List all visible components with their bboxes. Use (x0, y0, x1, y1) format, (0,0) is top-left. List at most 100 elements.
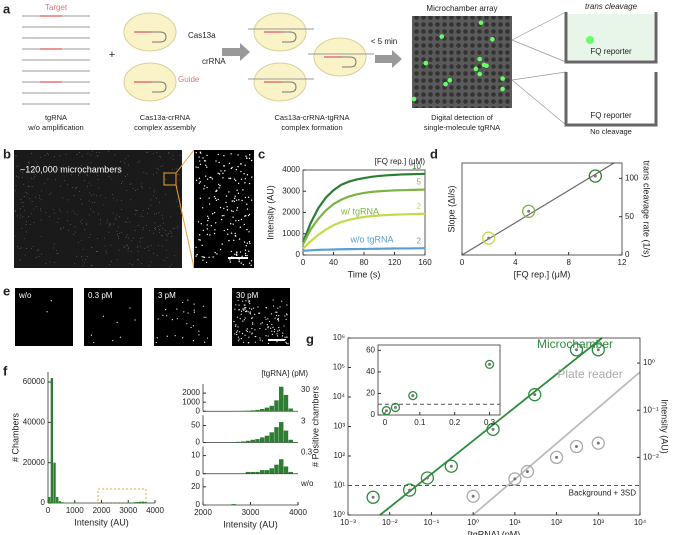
y-tick-label: 0 (196, 500, 201, 509)
chamber-dot (249, 302, 251, 305)
chamber-dot (214, 197, 217, 200)
chamber-dot (277, 318, 279, 320)
chamber-dot (14, 210, 16, 212)
chamber-dot (192, 325, 195, 327)
chamber-dot (156, 212, 157, 214)
chamber-dot (90, 185, 92, 187)
bar (274, 464, 279, 474)
chamber-dot (274, 317, 276, 319)
chamber-dot (126, 244, 127, 246)
crrna (264, 81, 297, 93)
point-center (411, 394, 415, 398)
chamber-dot (240, 163, 242, 165)
connector (511, 71, 567, 81)
chamber-dot (210, 225, 212, 227)
chamber-dot (125, 176, 127, 178)
chamber-dot (206, 166, 208, 168)
chamber-dot (267, 335, 269, 337)
bar (283, 466, 289, 474)
chamber-dot (81, 203, 83, 205)
point-center (408, 488, 412, 492)
x-axis-label: Time (s) (348, 269, 381, 279)
chamber-dot (214, 222, 217, 224)
chamber-dot (243, 241, 246, 243)
chamber-dot (260, 323, 262, 325)
chamber-dot (84, 180, 86, 181)
series-label: 0.3 (301, 448, 313, 457)
chamber-dot (75, 188, 77, 190)
chamber-dot (158, 155, 160, 157)
chamber-dot (35, 197, 37, 198)
chamber-dot (195, 246, 197, 248)
bar (255, 409, 260, 412)
chamber-dot (198, 334, 200, 336)
chamber-dot (31, 201, 33, 202)
chamber-dot (60, 185, 61, 187)
chamber-dot (236, 252, 238, 254)
chamber-dot (156, 197, 157, 199)
chamber-dot (35, 206, 37, 207)
chamber-dot (242, 300, 244, 302)
chamber-dot (223, 207, 225, 210)
chamber-dot (166, 234, 167, 235)
chamber-dot (270, 327, 272, 329)
chamber-dot (228, 177, 230, 180)
chamber-dot (31, 153, 33, 155)
x-tick-label: 0 (46, 506, 51, 515)
chamber-dot (245, 311, 247, 313)
chamber-dot (265, 328, 267, 330)
crrna (324, 56, 357, 68)
chamber-dot (133, 237, 135, 239)
chamber-dot (16, 166, 18, 168)
chamber-dot (246, 330, 248, 333)
chamber-dot (212, 213, 214, 215)
y-axis-label: Intensity (AU) (265, 185, 275, 240)
chamber-dot (234, 232, 236, 235)
x-tick-label: 0.1 (414, 418, 426, 427)
chamber-dot (165, 194, 166, 195)
chamber-dot (22, 205, 24, 207)
chamber-dot (62, 197, 64, 199)
chamber-dot (166, 335, 168, 337)
chamber-dot (235, 324, 237, 326)
chamber-dot (234, 308, 236, 310)
chamber-dot (223, 155, 225, 157)
point (486, 422, 500, 437)
chamber-dot (206, 178, 209, 180)
x-tick-label: 4000 (289, 508, 307, 517)
chamber-dot (97, 238, 99, 239)
chamber-dot (170, 230, 172, 232)
chamber-dot (279, 306, 281, 308)
chamber-dot (146, 246, 148, 248)
positive-chamber (586, 36, 594, 44)
chamber-dot (144, 248, 146, 249)
chamber-dot (116, 321, 118, 324)
x-tick-label: 10⁻¹ (424, 518, 440, 527)
chamber-dot (198, 234, 201, 236)
bar (61, 502, 64, 503)
chamber-dot (214, 229, 216, 231)
chamber-dot (24, 254, 26, 256)
positive-chamber (477, 56, 482, 62)
bar (279, 386, 284, 412)
chamber-dot (283, 325, 285, 327)
chamber-dot (80, 199, 82, 200)
point (484, 359, 495, 370)
chamber-dot (259, 337, 261, 339)
chamber-dot (81, 223, 83, 225)
chamber-dot (264, 316, 266, 318)
chamber-dot (129, 262, 131, 264)
chamber-dot (244, 308, 246, 310)
chamber-dot (28, 161, 30, 163)
chamber-dot (198, 239, 200, 241)
chamber-dot (146, 151, 148, 153)
chamber-dot (154, 228, 155, 229)
chamber-dot (33, 222, 35, 223)
chamber-dot (56, 252, 58, 254)
chamber-dot (244, 249, 247, 251)
chamber-dot (157, 318, 159, 320)
series-label: 3 (301, 416, 306, 425)
chamber-dot (230, 232, 233, 234)
chamber-dot (179, 154, 181, 156)
chamber-dot (250, 317, 253, 319)
